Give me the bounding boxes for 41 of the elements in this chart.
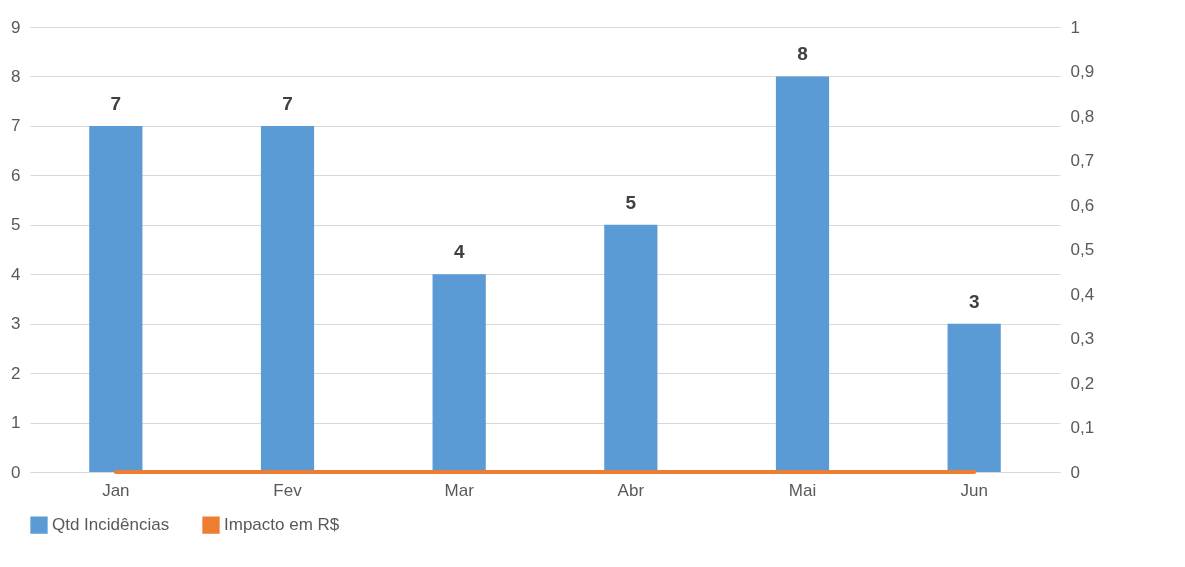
y2-tick-label: 0,8 [1070,106,1095,126]
x-tick-label: Jan [102,480,130,500]
y2-tick-label: 0,9 [1070,62,1095,81]
data-label: 7 [282,92,293,114]
bar [260,125,315,472]
y2-tick-label: 0 [1070,462,1080,482]
legend-label: Impacto em R$ [224,515,340,535]
y2-tick-label: 0,7 [1070,151,1095,170]
y2-tick-label: 0,1 [1070,418,1095,437]
y-tick-label: 0 [11,462,21,482]
y2-tick-label: 0,3 [1070,329,1095,348]
data-label: 8 [797,43,808,65]
y2-tick-label: 0,4 [1070,284,1095,304]
y-tick-label: 3 [11,314,21,334]
data-label: 3 [968,290,980,312]
y2-tick-label: 1 [1070,17,1080,37]
y2-tick-label: 0,6 [1070,195,1095,215]
x-tick-label: Jun [960,480,988,500]
data-label: 7 [110,92,122,114]
bar [947,323,1001,472]
x-tick-label: Mar [444,480,475,500]
y-tick-label: 7 [11,116,21,136]
y-tick-label: 2 [11,363,21,383]
y2-tick-label: 0,5 [1070,240,1095,259]
x-tick-label: Mai [788,480,817,500]
bar [89,125,143,472]
data-label: 5 [625,191,637,213]
y-tick-label: 9 [11,17,21,37]
y-tick-label: 6 [11,165,21,185]
bar [775,76,830,472]
y-tick-label: 1 [11,413,21,433]
y-tick-label: 8 [11,66,21,86]
data-label: 4 [453,241,465,263]
x-tick-label: Abr [617,480,645,500]
bar [432,274,486,472]
y2-tick-label: 0,2 [1070,373,1095,393]
x-tick-label: Fev [273,480,303,500]
legend-label: Qtd Incidências [52,515,170,535]
bar [604,224,658,472]
y-tick-label: 4 [11,264,21,284]
y-tick-label: 5 [11,215,21,235]
